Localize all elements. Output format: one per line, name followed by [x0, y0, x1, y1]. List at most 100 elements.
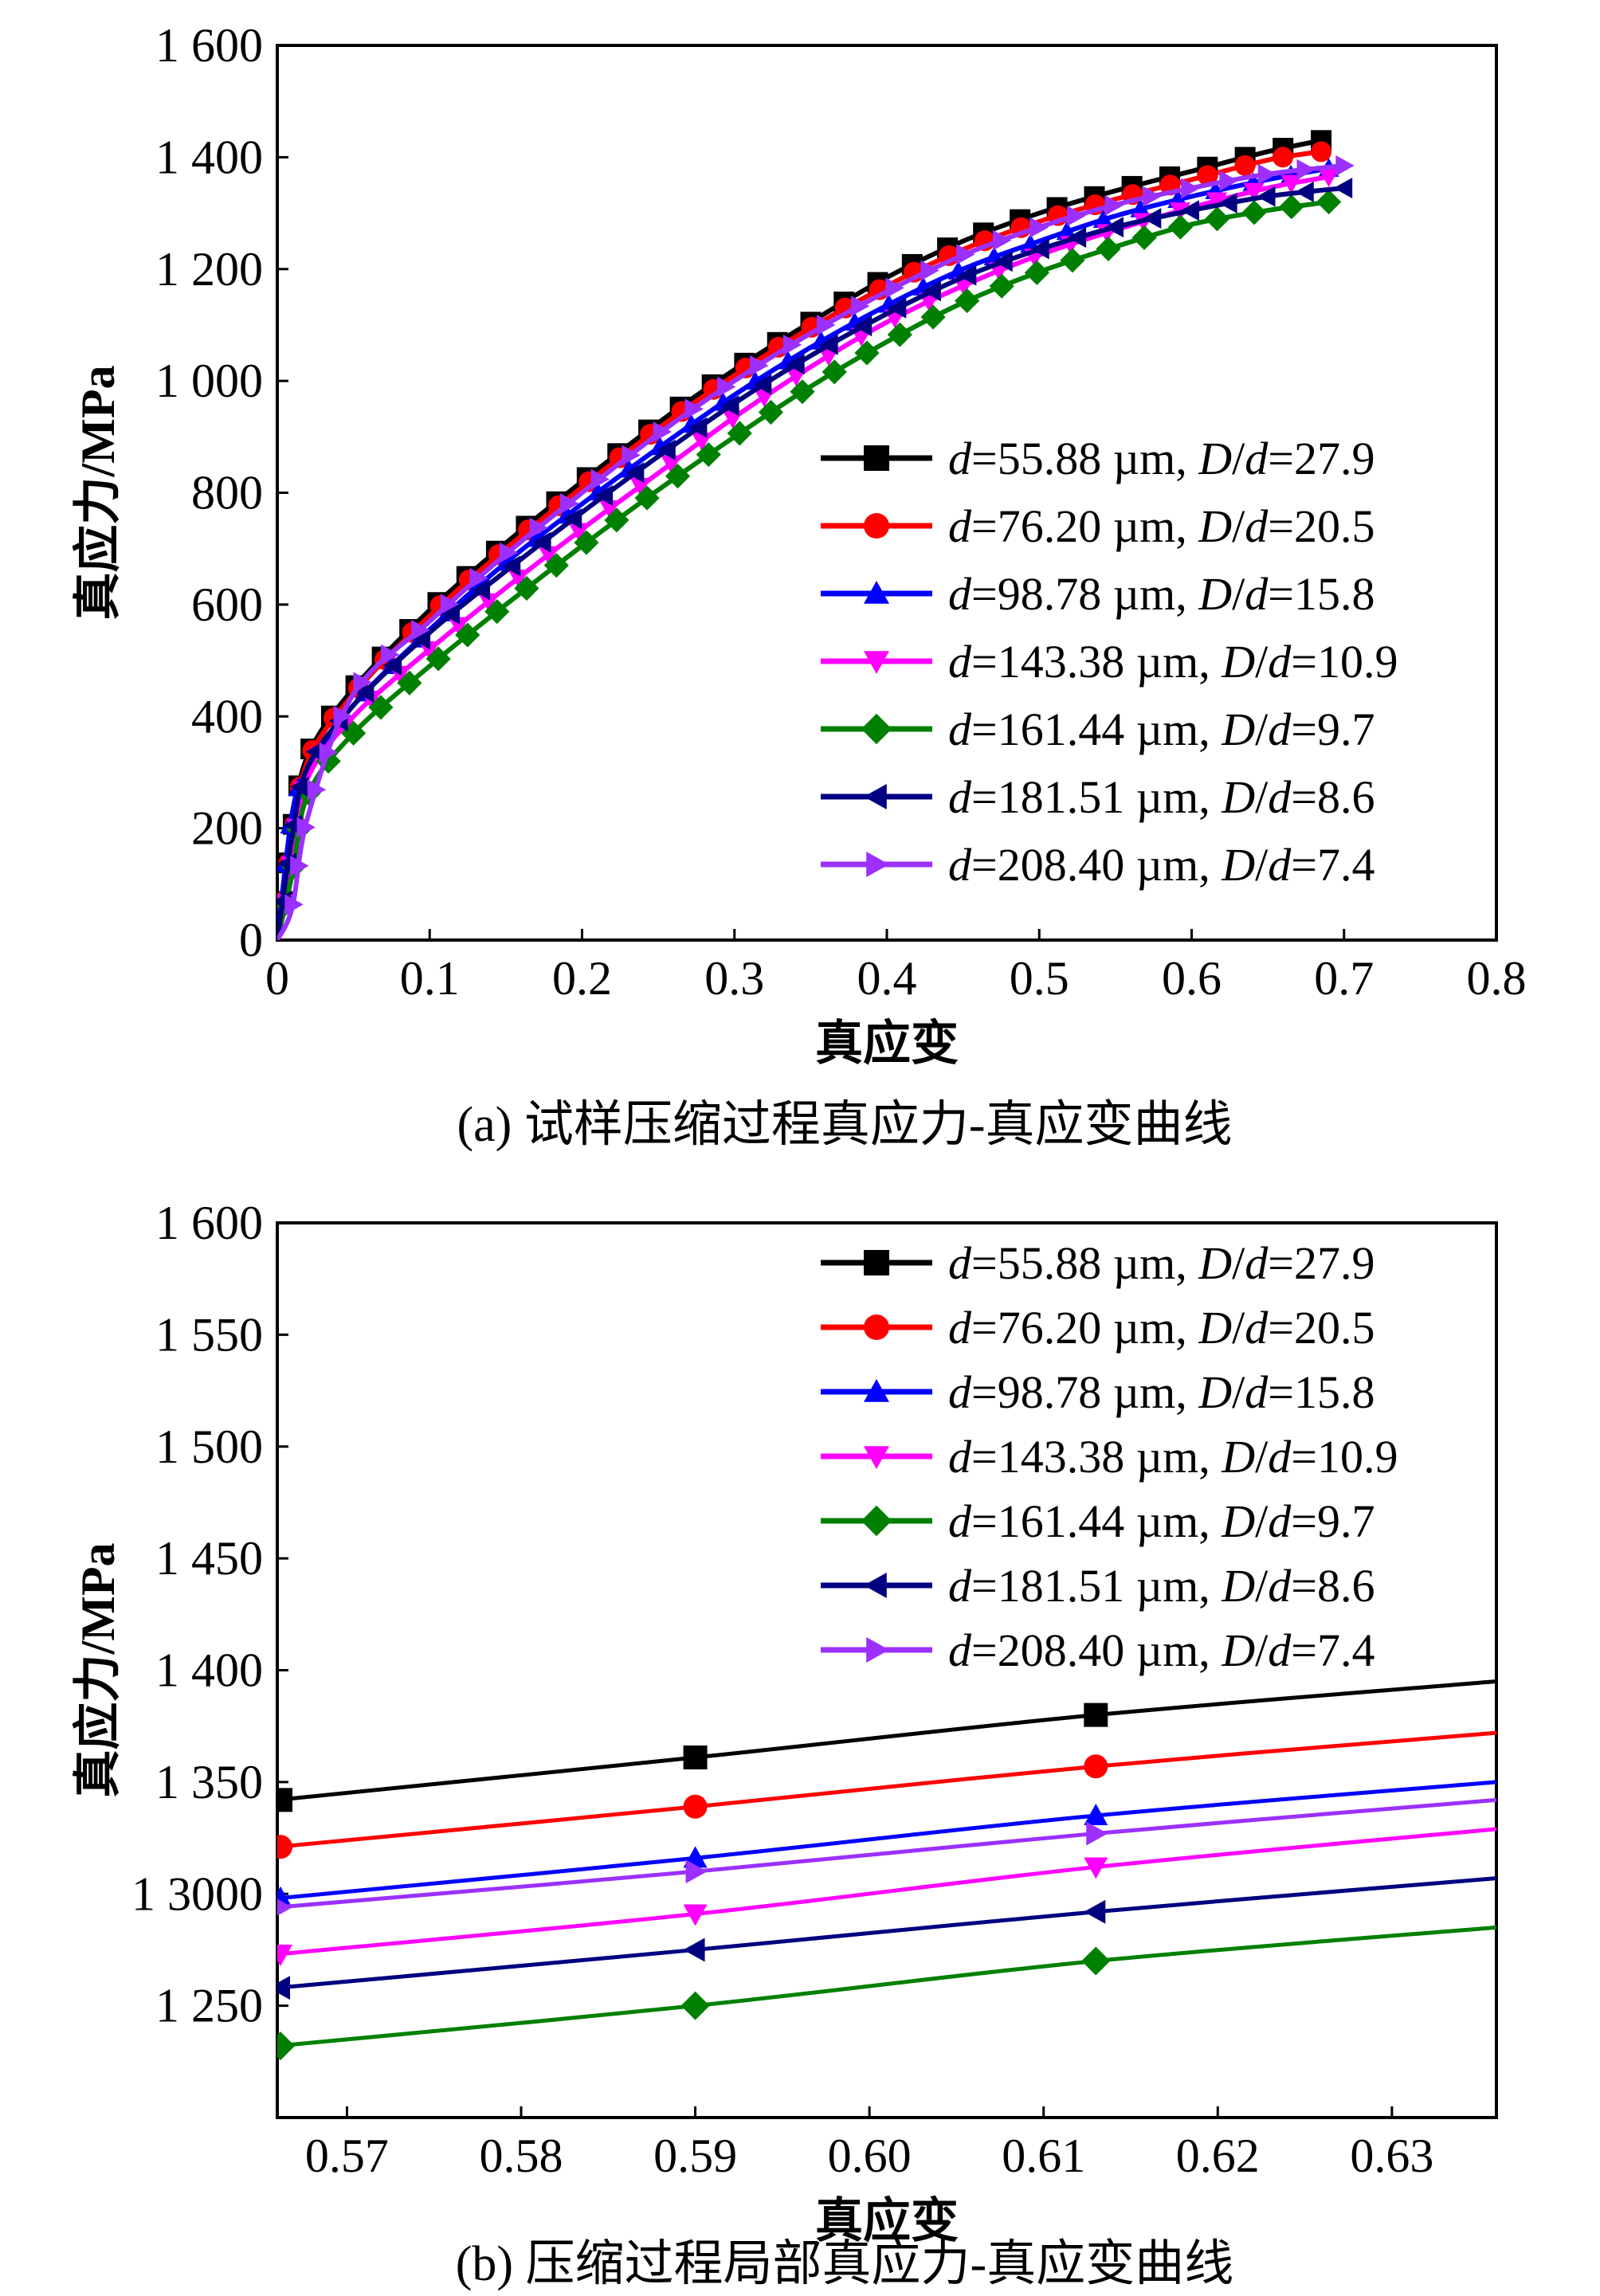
panel-a-series-group — [277, 130, 1355, 940]
panel-b-data-point-1 — [277, 1835, 292, 1859]
panel-a-x-tick-label: 0.1 — [400, 952, 460, 1005]
legend-label-0: d=55.88 µm, D/d=27.9 — [948, 433, 1375, 484]
legend-label-3: d=143.38 µm, D/d=10.9 — [948, 636, 1398, 688]
panel-a-data-point-4 — [1131, 225, 1157, 250]
panel-a-data-point-5 — [1142, 208, 1162, 229]
panel-a-data-point-4 — [854, 340, 880, 366]
panel-a-data-point-5 — [625, 462, 645, 484]
panel-b-series-line-4 — [277, 1925, 1496, 2048]
panel-b-data-point-4 — [680, 1991, 710, 2020]
panel-a-legend-marker-4 — [861, 713, 892, 745]
panel-a-x-tick-label: 0 — [265, 952, 289, 1005]
panel-b-y-tick-label: 1 450 — [155, 1532, 263, 1585]
panel-a-data-point-5 — [752, 374, 772, 395]
panel-a-y-tick-label: 1 000 — [155, 355, 263, 407]
panel-a-data-point-5 — [411, 629, 431, 650]
panel-a-data-point-4 — [1279, 194, 1304, 220]
panel-a-y-tick-label: 1 200 — [155, 243, 263, 296]
panel-a-series-line-6 — [277, 163, 1345, 940]
panel-b-series-line-6 — [277, 1797, 1496, 1910]
legend-label-4: d=161.44 µm, D/d=9.7 — [948, 703, 1375, 755]
panel-a-x-tick-label: 0.8 — [1467, 952, 1527, 1005]
panel-a-legend-marker-1 — [864, 513, 889, 539]
panel-a-legend-marker-3 — [864, 651, 889, 674]
panel-a-y-tick-label: 200 — [191, 802, 263, 855]
panel-a-data-point-5 — [720, 395, 739, 417]
panel-a-data-point-6 — [440, 594, 460, 615]
panel-a-data-point-6 — [284, 894, 304, 915]
panel-a-x-axis-title: 真应变 — [815, 1017, 959, 1070]
panel-a-data-point-6 — [817, 314, 836, 335]
panel-a-data-point-4 — [920, 304, 946, 330]
panel-a-data-point-6 — [529, 517, 549, 539]
panel-a-data-point-3 — [1318, 168, 1339, 187]
legend-label-6: d=208.40 µm, D/d=7.4 — [948, 1624, 1375, 1676]
panel-a-data-point-5 — [1030, 238, 1049, 260]
panel-a-data-point-5 — [853, 315, 873, 337]
panel-a-data-point-6 — [782, 334, 802, 355]
panel-b-x-tick-label: 0.57 — [305, 2129, 389, 2182]
panel-a-data-point-3 — [599, 500, 621, 519]
panel-a-data-point-3 — [448, 617, 469, 636]
panel-a-data-point-3 — [1243, 182, 1265, 202]
panel-b-data-point-5 — [277, 1976, 290, 2000]
panel-a-data-point-5 — [994, 251, 1013, 272]
panel-a-data-point-4 — [727, 421, 752, 446]
panel-a-data-point-6 — [716, 376, 736, 398]
panel-a-data-point-4 — [484, 599, 510, 625]
panel-a-data-point-6 — [499, 542, 519, 563]
panel-a-data-point-5 — [688, 417, 708, 438]
panel-a-y-tick-label: 400 — [191, 690, 263, 742]
panel-b-legend-marker-6 — [866, 1637, 889, 1663]
panel-b-data-point-6 — [277, 1898, 292, 1916]
panel-b-x-tick-label: 0.62 — [1176, 2129, 1260, 2182]
legend-label-5: d=181.51 µm, D/d=8.6 — [948, 1560, 1375, 1612]
panel-a-x-tick-label: 0.6 — [1162, 952, 1222, 1005]
panel-a-data-point-4 — [514, 575, 539, 601]
panel-a-legend-marker-6 — [866, 852, 889, 877]
legend-label-0: d=55.88 µm, D/d=27.9 — [948, 1237, 1375, 1289]
panel-b-data-point-6 — [685, 1859, 708, 1884]
panel-a-data-point-4 — [397, 670, 422, 695]
panel-a-data-point-4 — [1024, 260, 1049, 285]
panel-b-data-point-4 — [277, 2032, 295, 2061]
panel-a-legend-marker-5 — [864, 784, 887, 809]
panel-a-data-point-6 — [411, 619, 430, 641]
panel-b-data-point-1 — [1084, 1754, 1108, 1779]
panel-a-caption: (a) 试样压缩过程真应力-真应变曲线 — [457, 1098, 1233, 1152]
panel-a-data-point-6 — [1335, 155, 1355, 176]
panel-a-data-point-4 — [543, 553, 569, 578]
panel-a-y-tick-label: 800 — [191, 467, 263, 519]
panel-a-data-point-5 — [819, 334, 838, 355]
panel-b-series-line-2 — [277, 1780, 1496, 1901]
panel-a-data-point-5 — [1218, 192, 1237, 214]
panel-a-data-point-4 — [1241, 200, 1267, 225]
panel-b-caption: (b) 压缩过程局部真应力-真应变曲线 — [456, 2237, 1233, 2291]
panel-a-data-point-5 — [786, 354, 805, 375]
panel-a-data-point-6 — [1296, 159, 1316, 180]
panel-a-data-point-5 — [501, 555, 521, 577]
panel-a-data-point-6 — [333, 705, 353, 727]
panel-a-data-point-4 — [822, 359, 847, 385]
panel-a-data-point-4 — [1204, 206, 1230, 232]
panel-a-data-point-6 — [1257, 163, 1277, 185]
panel-b-data-point-3 — [277, 1945, 292, 1967]
panel-a-data-point-4 — [1096, 236, 1121, 262]
legend-label-3: d=143.38 µm, D/d=10.9 — [948, 1431, 1398, 1483]
panel-a-data-point-4 — [455, 622, 480, 648]
panel-b-data-point-2 — [1084, 1803, 1108, 1825]
panel-b-data-point-4 — [1081, 1946, 1111, 1976]
panel-b-y-tick-label: 1 500 — [155, 1420, 263, 1473]
panel-a-x-tick-label: 0.5 — [1010, 952, 1069, 1005]
panel-a-data-point-4 — [425, 646, 451, 672]
panel-a-data-point-6 — [684, 398, 704, 420]
panel-a-series-line-3 — [277, 174, 1330, 940]
panel-a-data-point-6 — [319, 742, 339, 763]
panel-a-data-point-6 — [1104, 194, 1124, 216]
panel-a-y-tick-label: 1 400 — [155, 131, 263, 183]
panel-a-data-point-6 — [1067, 205, 1086, 226]
panel-a-data-point-1 — [1197, 165, 1218, 186]
panel-a-series-line-2 — [277, 166, 1330, 940]
panel-b-x-tick-label: 0.63 — [1350, 2129, 1433, 2182]
panel-a-data-point-1 — [1272, 147, 1293, 168]
